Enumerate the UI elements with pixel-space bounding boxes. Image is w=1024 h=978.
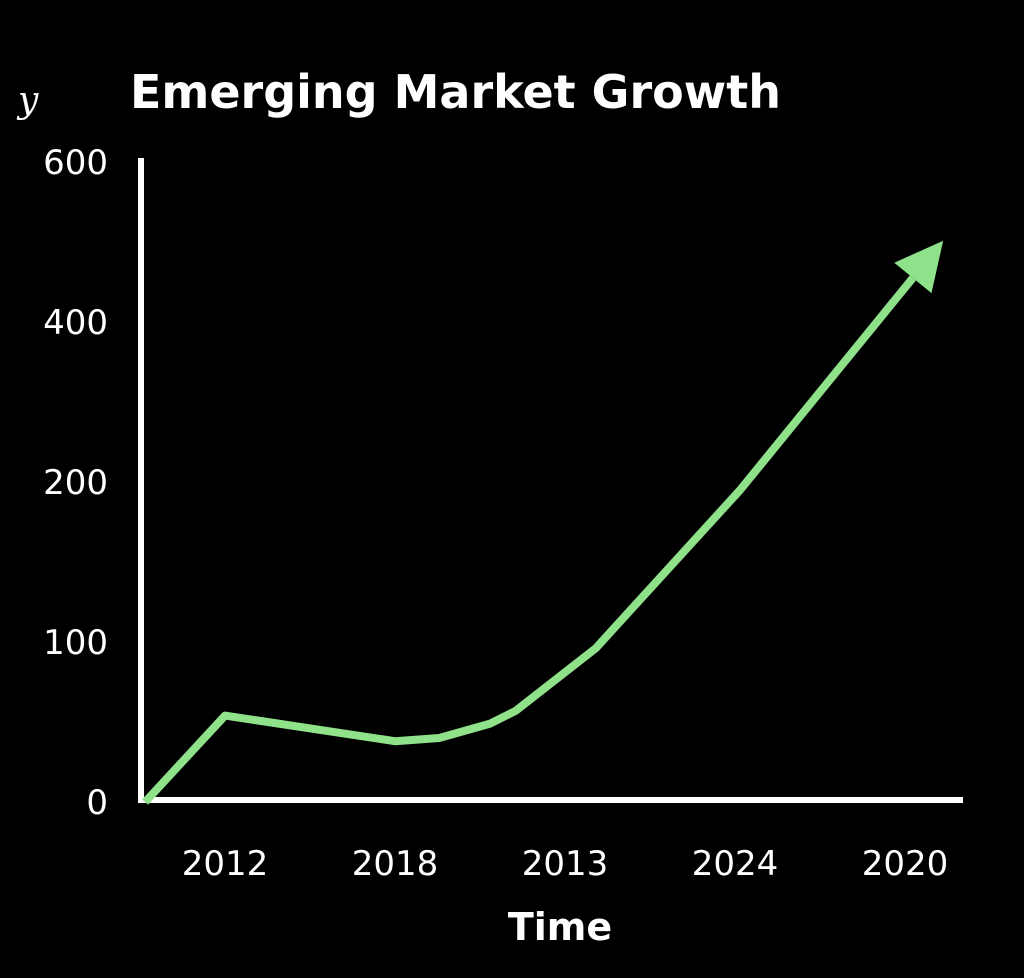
- y-axis-label: y: [16, 80, 39, 121]
- x-tick-label: 2024: [692, 844, 779, 884]
- x-tick-label: 2018: [352, 844, 439, 884]
- series-line: [142, 275, 916, 805]
- x-tick-label: 2013: [522, 844, 609, 884]
- x-tick-label: 2020: [862, 844, 949, 884]
- y-tick-label: 600: [43, 143, 108, 183]
- y-tick-label: 200: [43, 463, 108, 503]
- y-tick-label: 100: [43, 623, 108, 663]
- y-tick-label: 400: [43, 303, 108, 343]
- y-tick-label: 0: [86, 783, 108, 823]
- chart-title: Emerging Market Growth: [130, 65, 781, 119]
- x-tick-label: 2012: [182, 844, 269, 884]
- x-axis-label: Time: [508, 905, 612, 949]
- arrow-head: [894, 240, 944, 294]
